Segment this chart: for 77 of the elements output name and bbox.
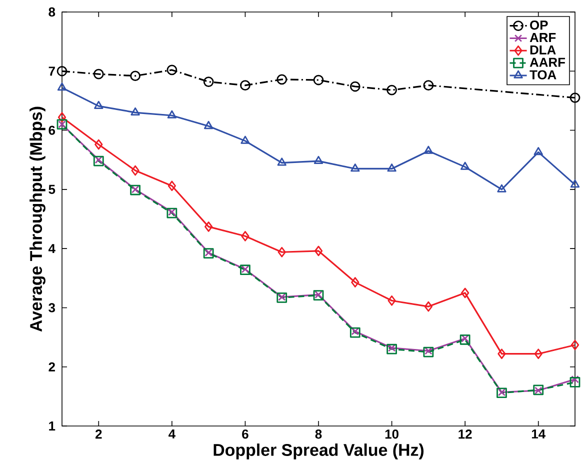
point <box>168 180 176 192</box>
point <box>166 64 178 76</box>
point <box>570 92 580 103</box>
point <box>57 82 67 91</box>
point <box>240 136 250 144</box>
y-tick-label: 8 <box>48 7 56 17</box>
point <box>461 288 470 298</box>
point <box>56 66 68 76</box>
point <box>58 112 66 122</box>
y-tick-label: 5 <box>48 184 56 194</box>
y-tick-label: 4 <box>48 244 56 254</box>
point <box>93 156 104 166</box>
x-axis-title: Doppler Spread Value (Hz) <box>214 444 424 460</box>
legend-label: OP <box>530 20 548 30</box>
point <box>570 377 580 388</box>
point <box>131 165 140 176</box>
point <box>130 70 140 82</box>
y-tick-label: 6 <box>48 126 56 135</box>
point <box>314 246 323 256</box>
point <box>94 139 103 150</box>
legend-label: TOA <box>530 70 556 80</box>
point <box>351 277 360 288</box>
y-tick-label: 2 <box>48 362 55 372</box>
point <box>424 301 432 312</box>
point <box>204 120 214 130</box>
point <box>424 347 432 355</box>
point <box>351 328 360 336</box>
point <box>277 158 286 166</box>
y-tick-label: 3 <box>48 303 56 312</box>
point <box>240 80 250 91</box>
x-tick-label: 4 <box>168 430 176 438</box>
point <box>424 146 434 154</box>
legend-label: DLA <box>530 45 556 54</box>
point <box>460 162 470 170</box>
point <box>350 81 360 92</box>
x-tick-label: 2 <box>95 430 102 439</box>
x-tick-label: 10 <box>385 430 398 439</box>
point <box>168 208 176 216</box>
y-axis-title: Average Throughput (Mbps) <box>30 106 46 332</box>
legend-label: AARF <box>530 58 566 67</box>
point <box>388 344 396 352</box>
point <box>203 76 214 87</box>
point <box>241 230 250 242</box>
point <box>423 80 434 91</box>
point <box>423 346 434 358</box>
point <box>386 344 397 354</box>
point <box>534 146 543 156</box>
point <box>570 180 580 188</box>
point <box>498 348 506 360</box>
point <box>388 295 396 306</box>
y-tick-label: 1 <box>49 422 56 430</box>
point <box>571 375 579 384</box>
point <box>276 74 288 85</box>
point <box>166 208 178 218</box>
point <box>278 246 286 258</box>
point <box>93 68 104 80</box>
point <box>350 164 360 172</box>
point <box>314 156 324 164</box>
point <box>460 334 470 345</box>
point <box>94 100 104 109</box>
x-tick-label: 14 <box>532 430 546 438</box>
legend-label: ARF <box>530 33 556 42</box>
x-tick-label: 12 <box>458 430 472 439</box>
point <box>570 340 580 350</box>
point <box>497 184 506 192</box>
point <box>130 107 140 116</box>
point <box>204 222 213 232</box>
point <box>386 84 397 96</box>
x-tick-label: 6 <box>242 430 248 439</box>
y-tick-label: 7 <box>48 66 55 76</box>
point <box>534 348 542 360</box>
point <box>313 74 324 86</box>
point <box>461 334 469 342</box>
point <box>350 327 360 338</box>
point <box>387 164 396 172</box>
point <box>167 110 177 118</box>
x-tick-label: 8 <box>315 430 322 439</box>
